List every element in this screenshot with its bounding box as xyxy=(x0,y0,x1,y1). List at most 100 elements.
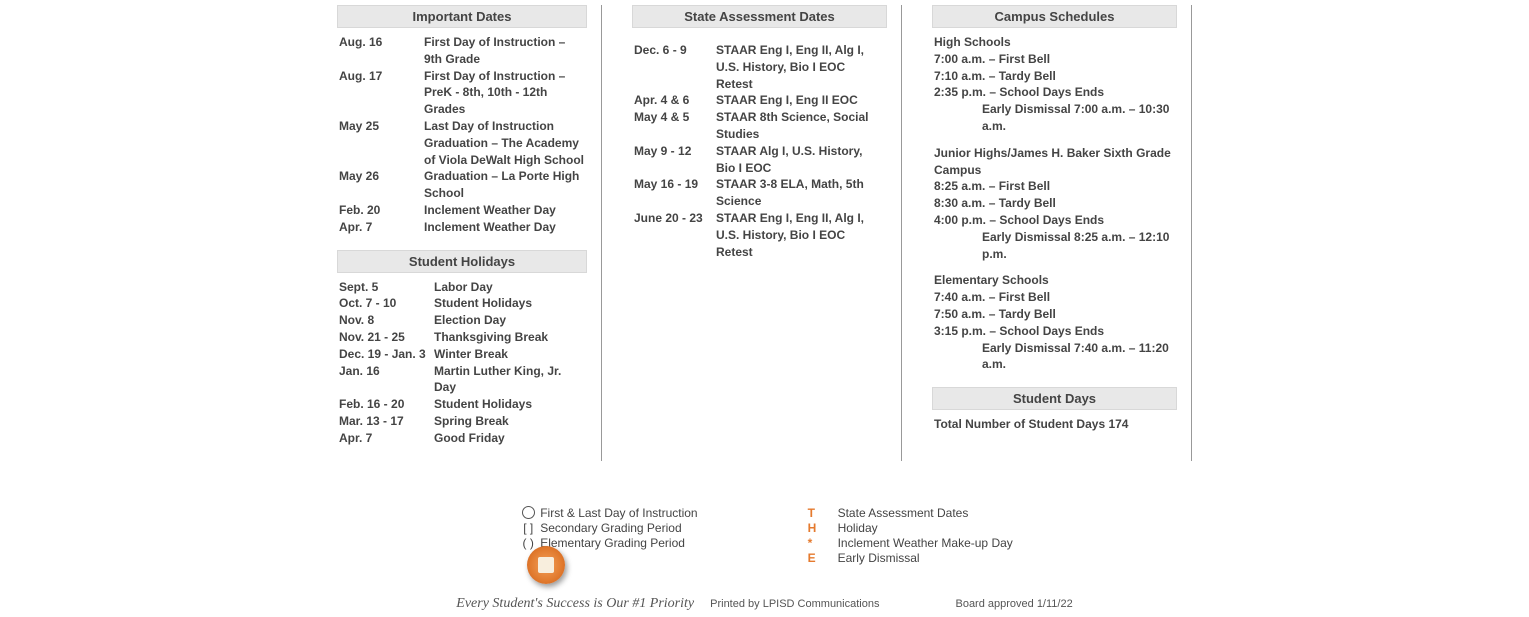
early-dismissal-line: Early Dismissal 8:25 a.m. – 12:10 p.m. xyxy=(934,229,1175,263)
date-cell: May 25 xyxy=(339,118,424,135)
desc-cell: Thanksgiving Break xyxy=(434,329,585,346)
date-cell: Nov. 8 xyxy=(339,312,434,329)
date-cell: May 16 - 19 xyxy=(634,176,716,210)
schedule-elementary: Elementary Schools 7:40 a.m. – First Bel… xyxy=(934,272,1175,373)
column-assessment: State Assessment Dates Dec. 6 - 9STAAR E… xyxy=(632,5,902,461)
desc-cell: First Day of Instruction – PreK - 8th, 1… xyxy=(424,68,585,118)
early-dismissal-line: Early Dismissal 7:00 a.m. – 10:30 a.m. xyxy=(934,101,1175,135)
brackets-icon: [ ] xyxy=(516,521,540,535)
schedule-line: 7:10 a.m. – Tardy Bell xyxy=(934,68,1175,85)
schedule-junior-highs: Junior Highs/James H. Baker Sixth Grade … xyxy=(934,145,1175,263)
schedule-line: 7:00 a.m. – First Bell xyxy=(934,51,1175,68)
schedule-high-schools: High Schools 7:00 a.m. – First Bell 7:10… xyxy=(934,34,1175,135)
desc-cell: STAAR Eng I, Eng II EOC xyxy=(716,92,885,109)
footer: Every Student's Success is Our #1 Priori… xyxy=(0,596,1529,612)
date-cell: Jan. 16 xyxy=(339,363,434,397)
date-cell: June 20 - 23 xyxy=(634,210,716,227)
desc-cell: STAAR Eng I, Eng II, Alg I, xyxy=(716,210,885,227)
column-important-holidays: Important Dates Aug. 16First Day of Inst… xyxy=(337,5,602,461)
district-seal-icon xyxy=(516,546,576,584)
legend-label: Early Dismissal xyxy=(838,551,920,565)
schedule-line: 3:15 p.m. – School Days Ends xyxy=(934,323,1175,340)
date-cell: Feb. 16 - 20 xyxy=(339,396,434,413)
desc-cell: First Day of Instruction – 9th Grade xyxy=(424,34,585,68)
schedule-line: 7:50 a.m. – Tardy Bell xyxy=(934,306,1175,323)
desc-cell: Spring Break xyxy=(434,413,585,430)
desc-cell: Labor Day xyxy=(434,279,585,296)
footer-printed: Printed by LPISD Communications xyxy=(710,598,879,610)
legend-sym-e: E xyxy=(808,551,838,565)
desc-cell: STAAR 8th Science, Social Studies xyxy=(716,109,885,143)
legend-right: TState Assessment Dates HHoliday *Inclem… xyxy=(808,506,1013,588)
desc-cell: Inclement Weather Day xyxy=(424,219,585,236)
student-days-body: Total Number of Student Days 174 xyxy=(932,416,1177,433)
date-cell: May 4 & 5 xyxy=(634,109,716,143)
student-days-header: Student Days xyxy=(932,387,1177,410)
date-cell: May 26 xyxy=(339,168,424,202)
important-dates-header: Important Dates xyxy=(337,5,587,28)
important-dates-body: Aug. 16First Day of Instruction – 9th Gr… xyxy=(337,34,587,236)
legend: First & Last Day of Instruction [ ]Secon… xyxy=(0,506,1529,588)
schedule-line: 7:40 a.m. – First Bell xyxy=(934,289,1175,306)
desc-cell: Graduation – The Academy of Viola DeWalt… xyxy=(424,135,585,169)
legend-left: First & Last Day of Instruction [ ]Secon… xyxy=(516,506,697,588)
desc-cell: STAAR 3-8 ELA, Math, 5th Science xyxy=(716,176,885,210)
date-cell: Nov. 21 - 25 xyxy=(339,329,434,346)
early-dismissal-line: Early Dismissal 7:40 a.m. – 11:20 a.m. xyxy=(934,340,1175,374)
date-cell: Oct. 7 - 10 xyxy=(339,295,434,312)
desc-cell: Last Day of Instruction xyxy=(424,118,585,135)
content-columns: Important Dates Aug. 16First Day of Inst… xyxy=(0,5,1529,461)
schedule-line: 4:00 p.m. – School Days Ends xyxy=(934,212,1175,229)
schedules-header: Campus Schedules xyxy=(932,5,1177,28)
student-holidays-header: Student Holidays xyxy=(337,250,587,273)
date-cell: Apr. 4 & 6 xyxy=(634,92,716,109)
footer-tagline: Every Student's Success is Our #1 Priori… xyxy=(456,596,694,612)
date-cell xyxy=(634,59,716,93)
legend-label: Secondary Grading Period xyxy=(540,521,681,535)
date-cell: Dec. 6 - 9 xyxy=(634,42,716,59)
student-days-total: Total Number of Student Days 174 xyxy=(934,416,1175,433)
date-cell: Aug. 17 xyxy=(339,68,424,118)
legend-label: Holiday xyxy=(838,521,878,535)
legend-sym-t: T xyxy=(808,506,838,520)
legend-label: First & Last Day of Instruction xyxy=(540,506,697,520)
desc-cell: STAAR Eng I, Eng II, Alg I, xyxy=(716,42,885,59)
legend-label: Inclement Weather Make-up Day xyxy=(838,536,1013,550)
desc-cell: Martin Luther King, Jr. Day xyxy=(434,363,585,397)
schedule-group-title: High Schools xyxy=(934,34,1175,51)
schedules-body: High Schools 7:00 a.m. – First Bell 7:10… xyxy=(932,34,1177,373)
date-cell: Apr. 7 xyxy=(339,430,434,447)
desc-cell: Inclement Weather Day xyxy=(424,202,585,219)
legend-label: Elementary Grading Period xyxy=(540,536,685,550)
desc-cell: Election Day xyxy=(434,312,585,329)
assessment-body: Dec. 6 - 9STAAR Eng I, Eng II, Alg I, U.… xyxy=(632,42,887,260)
student-holidays-body: Sept. 5Labor Day Oct. 7 - 10Student Holi… xyxy=(337,279,587,447)
date-cell: Mar. 13 - 17 xyxy=(339,413,434,430)
desc-cell: U.S. History, Bio I EOC Retest xyxy=(716,59,885,93)
date-cell: May 9 - 12 xyxy=(634,143,716,177)
desc-cell: Winter Break xyxy=(434,346,585,363)
date-cell: Dec. 19 - Jan. 3 xyxy=(339,346,434,363)
desc-cell: Student Holidays xyxy=(434,396,585,413)
desc-cell: Good Friday xyxy=(434,430,585,447)
desc-cell: STAAR Alg I, U.S. History, Bio I EOC xyxy=(716,143,885,177)
schedule-line: 2:35 p.m. – School Days Ends xyxy=(934,84,1175,101)
footer-approved: Board approved 1/11/22 xyxy=(955,598,1072,610)
assessment-header: State Assessment Dates xyxy=(632,5,887,28)
legend-label: State Assessment Dates xyxy=(838,506,969,520)
schedule-group-title: Elementary Schools xyxy=(934,272,1175,289)
date-cell: Feb. 20 xyxy=(339,202,424,219)
date-cell: Apr. 7 xyxy=(339,219,424,236)
desc-cell: Student Holidays xyxy=(434,295,585,312)
date-cell: Aug. 16 xyxy=(339,34,424,68)
schedule-line: 8:30 a.m. – Tardy Bell xyxy=(934,195,1175,212)
date-cell xyxy=(634,227,716,261)
schedule-group-title: Junior Highs/James H. Baker Sixth Grade … xyxy=(934,145,1175,179)
date-cell: Sept. 5 xyxy=(339,279,434,296)
schedule-line: 8:25 a.m. – First Bell xyxy=(934,178,1175,195)
legend-sym-star: * xyxy=(808,536,838,550)
desc-cell: Graduation – La Porte High School xyxy=(424,168,585,202)
desc-cell: U.S. History, Bio I EOC Retest xyxy=(716,227,885,261)
legend-sym-h: H xyxy=(808,521,838,535)
column-schedules: Campus Schedules High Schools 7:00 a.m. … xyxy=(932,5,1192,461)
